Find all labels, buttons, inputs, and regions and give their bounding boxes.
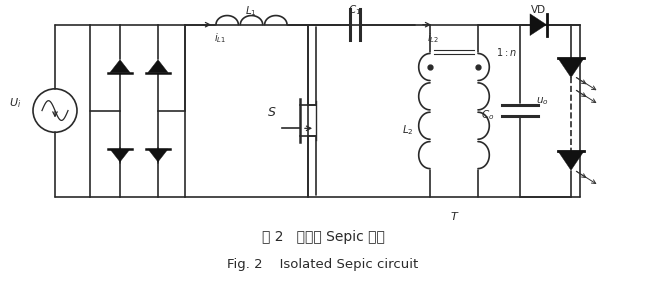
Text: S: S xyxy=(268,106,276,119)
Polygon shape xyxy=(110,60,130,73)
Polygon shape xyxy=(110,149,130,162)
Text: T: T xyxy=(451,212,457,222)
Text: $i_{L1}$: $i_{L1}$ xyxy=(214,32,226,45)
Text: $i_{L2}$: $i_{L2}$ xyxy=(427,32,439,45)
Polygon shape xyxy=(558,151,584,170)
Text: $1: n$: $1: n$ xyxy=(495,46,516,58)
Text: $L_2$: $L_2$ xyxy=(402,123,414,137)
Polygon shape xyxy=(530,14,547,35)
Text: $C_1$: $C_1$ xyxy=(348,3,362,17)
Text: $u_o$: $u_o$ xyxy=(536,95,548,106)
Polygon shape xyxy=(148,149,168,162)
Text: $L_1$: $L_1$ xyxy=(245,4,257,18)
Text: Fig. 2    Isolated Sepic circuit: Fig. 2 Isolated Sepic circuit xyxy=(227,258,419,271)
Text: $C_o$: $C_o$ xyxy=(481,109,495,122)
Text: VD: VD xyxy=(530,5,546,15)
Polygon shape xyxy=(558,58,584,77)
Text: 图 2   隔离型 Sepic 电路: 图 2 隔离型 Sepic 电路 xyxy=(262,230,384,244)
Text: $U_i$: $U_i$ xyxy=(9,96,21,110)
Polygon shape xyxy=(148,60,168,73)
